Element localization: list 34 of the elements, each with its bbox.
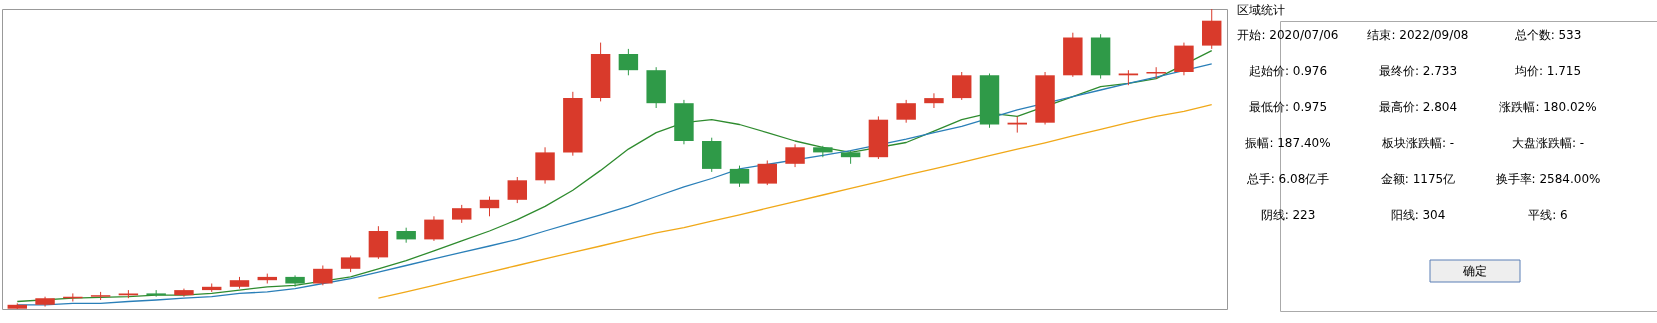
candlestick (285, 274, 305, 288)
text: 区域统计 (1237, 3, 1286, 17)
text: 换手率: 2584.00% (1495, 172, 1601, 186)
candlestick (313, 265, 333, 286)
candlestick (507, 176, 527, 204)
text: 振幅: 187.40% (1245, 136, 1331, 150)
text: 大盘涨跌幅: - (1511, 136, 1585, 150)
candlestick (1146, 66, 1166, 80)
text: 金额: 1175亿 (1380, 172, 1456, 186)
text: 板块涨跌幅: - (1380, 136, 1455, 150)
text: 起始价: 0.976 (1248, 64, 1328, 78)
text: 最高价: 2.804 (1378, 100, 1458, 114)
candlestick (924, 92, 944, 109)
text: 结束: 2022/09/08 (1367, 28, 1469, 42)
text: 总个数: 533 (1513, 28, 1582, 42)
text: 确定 (1462, 264, 1487, 278)
candlestick (479, 196, 500, 217)
candlestick (952, 71, 972, 101)
candlestick (757, 160, 777, 186)
text: 开始: 2020/07/06 (1237, 28, 1339, 42)
text: 均价: 1.715 (1513, 64, 1582, 78)
text: 阴线: 223 (1260, 208, 1316, 222)
candlestick (785, 143, 805, 168)
candlestick (618, 48, 639, 76)
candlestick (729, 165, 750, 188)
candlestick (896, 99, 916, 124)
candlestick (1007, 115, 1027, 134)
text: 阳线: 304 (1390, 208, 1446, 222)
text: 涨跌幅: 180.02% (1499, 100, 1597, 114)
text: 平线: 6 (1528, 208, 1568, 222)
candlestick (424, 215, 444, 242)
text: 总手: 6.08亿手 (1245, 172, 1330, 186)
text: 最终价: 2.733 (1378, 64, 1458, 78)
text: 最低价: 0.975 (1248, 100, 1328, 114)
